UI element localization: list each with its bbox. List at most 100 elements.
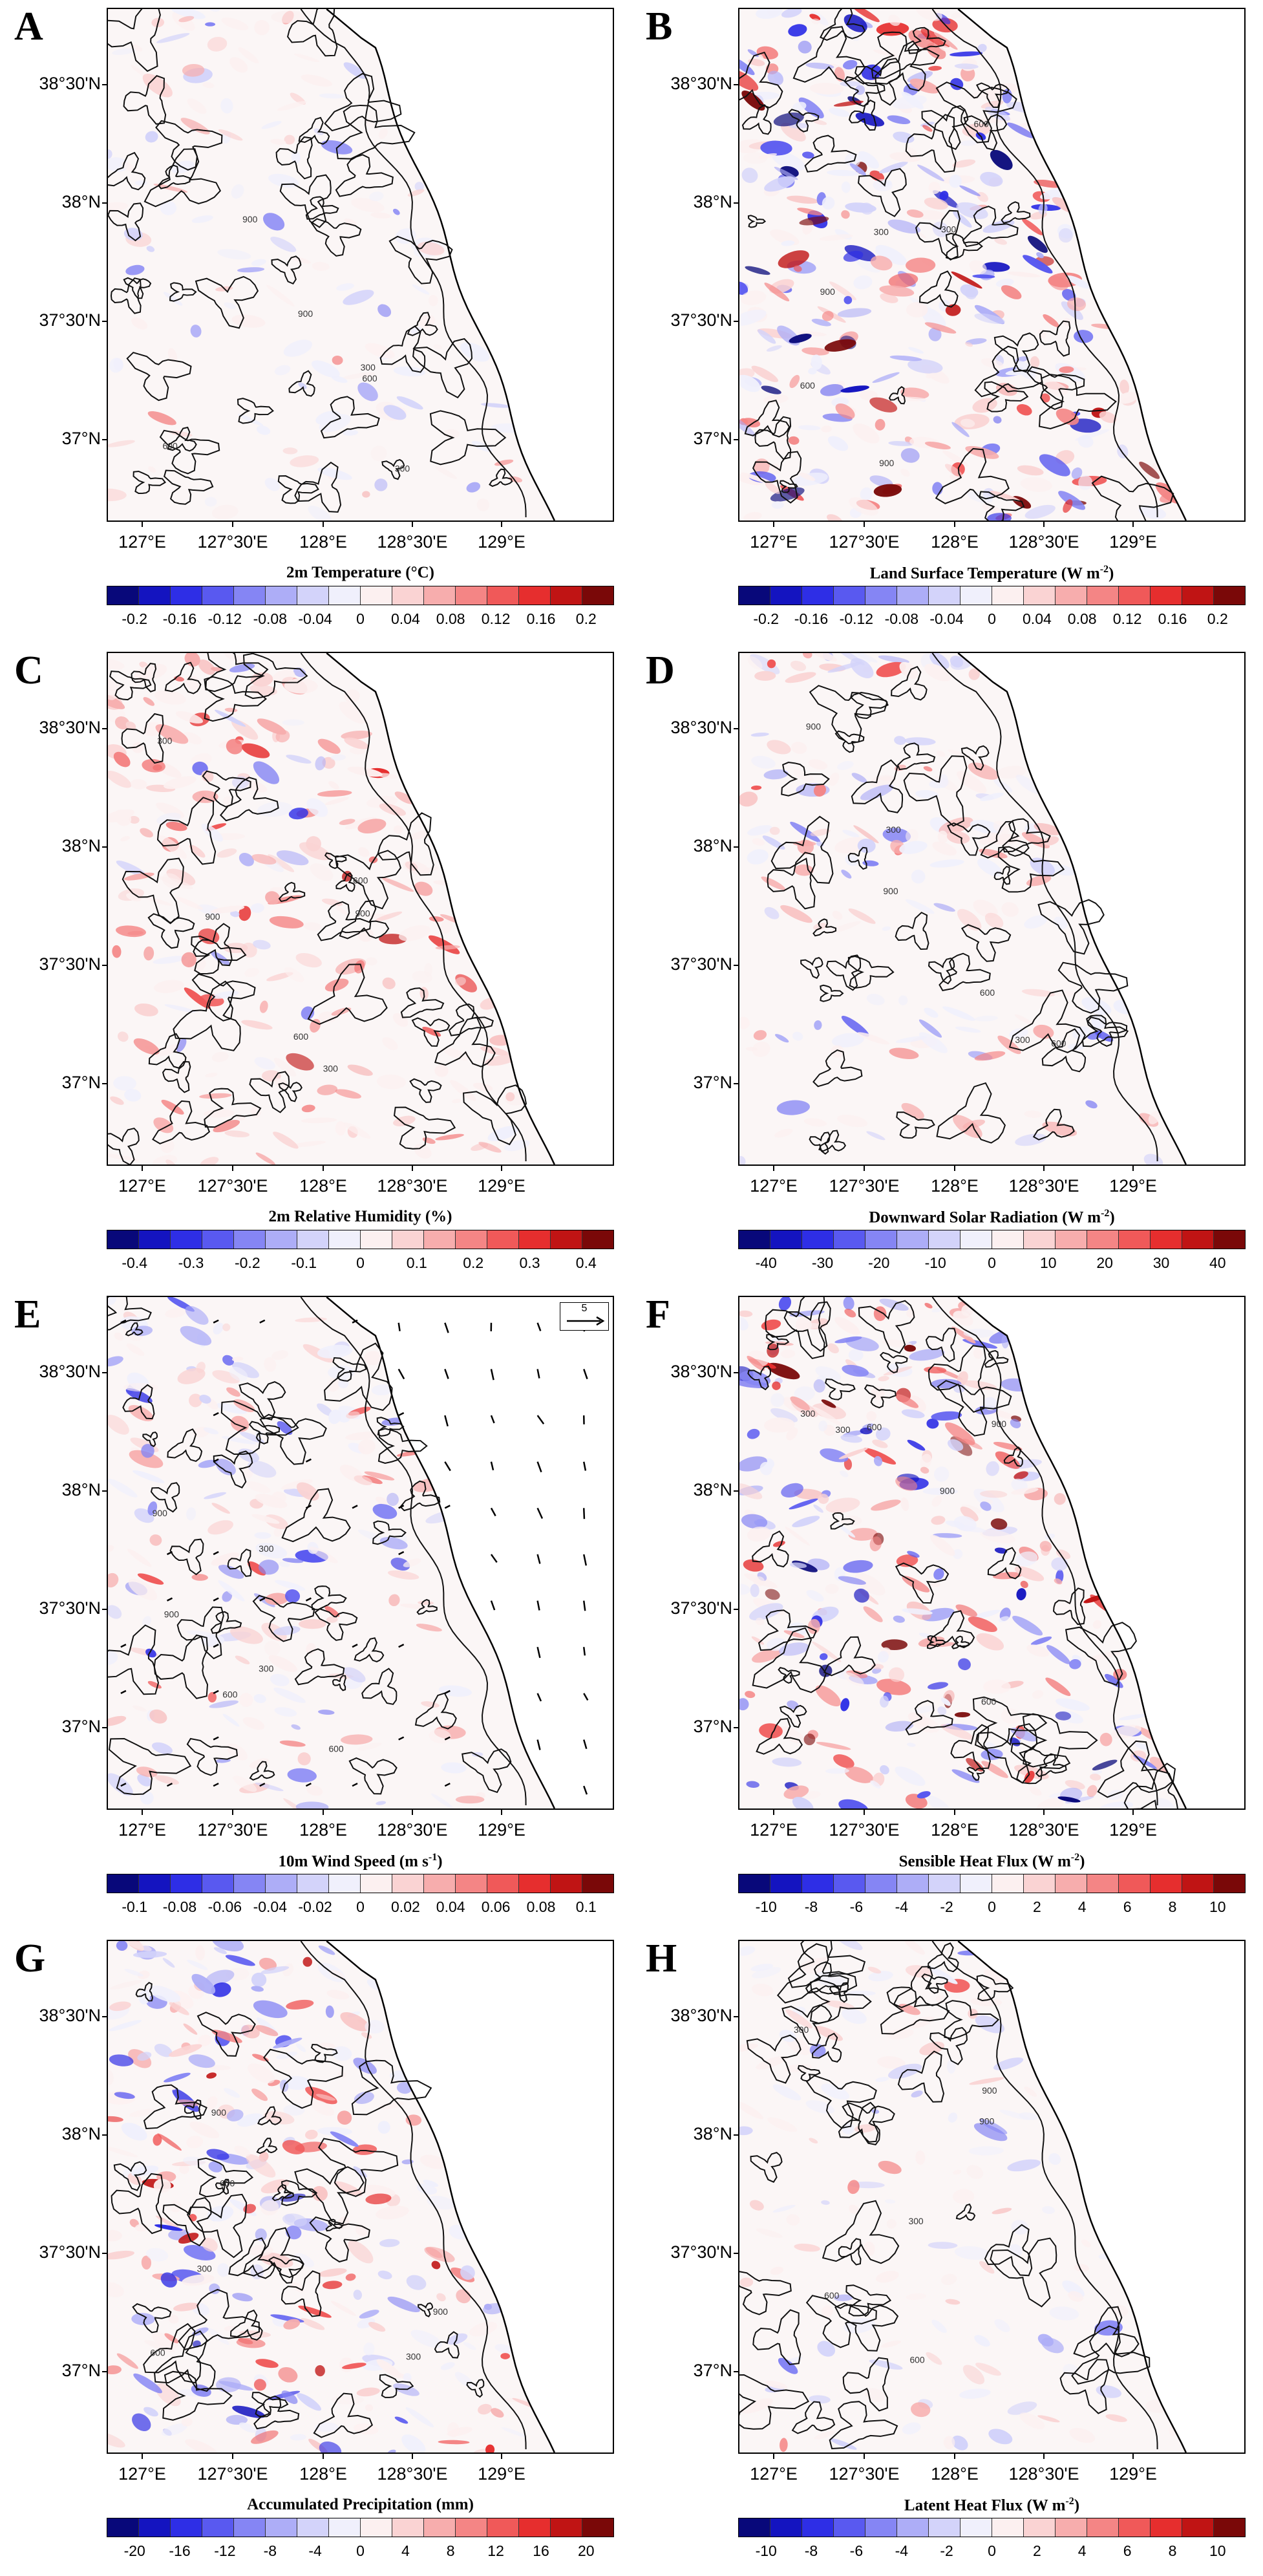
colorbar-tick-label: 0 [988,2542,996,2559]
lat-label: 38°N [61,2124,101,2143]
colorbar-tick-label: 0.08 [1067,610,1097,627]
colorbar-segment [802,2518,834,2537]
lat-label: 38°N [693,2124,732,2143]
contour-label: 600 [800,380,815,391]
colorbar-segment [1119,2518,1151,2537]
colorbar-segment [929,2518,961,2537]
colorbar-segment [266,1874,297,1893]
lat-label: 38°30'N [670,1362,732,1381]
colorbar-segment [456,1230,487,1249]
wind-vector [536,1693,542,1702]
contour-label: 300 [874,227,889,237]
colorbar [738,586,1246,605]
colorbar-tick-label: 4 [1077,1898,1087,1915]
colorbar-segment [739,586,770,605]
colorbar-segment [834,1230,865,1249]
colorbar-tick-label: 20 [578,2542,595,2559]
lon-tick [864,1810,865,1815]
colorbar-tick-label: -0.08 [253,610,288,627]
colorbar-segment [770,586,802,605]
colorbar-tick-label: -0.3 [178,1254,204,1271]
colorbar-title: Accumulated Precipitation (mm) [107,2496,614,2514]
lon-tick [1043,1810,1045,1815]
wind-vector [398,1411,405,1417]
colorbar-segment [487,1230,519,1249]
colorbar-segment [392,586,424,605]
colorbar-tick-label: 0.1 [406,1254,427,1271]
wind-vector [213,1644,219,1648]
colorbar-tick-label: 0.02 [391,1898,420,1915]
colorbar-segment [961,586,992,605]
colorbar-segment [802,1874,834,1893]
lon-label: 129°E [1109,1176,1157,1196]
colorbar-tick-label: -0.06 [207,1898,242,1915]
colorbar-segment [1214,2518,1245,2537]
contour-label: 600 [362,373,377,383]
colorbar-title-exponent: -2 [1065,2496,1074,2507]
wind-vector [536,1322,542,1331]
colorbar-segment [1024,2518,1056,2537]
contour-label: 600 [981,1697,996,1707]
colorbar-title: Sensible Heat Flux (W m-2) [738,1852,1246,1871]
colorbar-segment [329,1874,361,1893]
lon-label: 129°E [1109,2464,1157,2484]
colorbar-segment [297,586,329,605]
contour-label: 900 [806,721,821,731]
colorbar-tick-label: -2 [940,2542,953,2559]
colorbar-segment [171,1874,202,1893]
lat-label: 38°N [61,1480,101,1499]
contour-label: 300 [941,224,956,235]
colorbar-tick-label: -0.04 [929,610,964,627]
lat-tick [734,1490,738,1492]
colorbar-tick-label: -0.16 [794,610,829,627]
colorbar-segment [234,1230,266,1249]
wind-vector [305,1458,312,1463]
lon-label: 128°E [299,1176,347,1196]
colorbar-segment [1119,1230,1151,1249]
colorbar-title: 10m Wind Speed (m s-1) [107,1852,614,1871]
wind-reference-value: 5 [581,1303,588,1314]
lat-label: 38°N [61,836,101,855]
lon-label: 127°E [750,1176,798,1196]
lon-label: 128°30'E [1008,1176,1079,1196]
wind-vector [352,1644,358,1648]
colorbar-title-exponent: -2 [1101,1208,1110,1219]
colorbar-tick-label: 2 [1032,2542,1041,2559]
colorbar-tick-label: 8 [1168,2542,1177,2559]
lat-label: 38°N [61,192,101,211]
wind-vector [536,1600,540,1611]
lat-label: 37°30'N [39,1598,101,1618]
lon-label: 129°E [478,532,525,552]
wind-vector [444,1505,451,1509]
colorbar-segment [1182,1874,1214,1893]
colorbar [738,1874,1246,1893]
wind-vector [305,1505,312,1509]
colorbar-segment [234,1874,266,1893]
colorbar-segment [139,2518,171,2537]
lon-label: 128°30'E [1008,1820,1079,1840]
colorbar-segment [266,586,297,605]
colorbar-segment [770,1230,802,1249]
contour-label: 600 [163,441,178,451]
wind-vector [305,1783,312,1787]
colorbar-segment [1182,1230,1214,1249]
lat-tick [102,728,107,729]
panel-d: D 300 600 900 300 600 900 38°30'N 38°N 37°30'N 37°… [632,644,1263,1288]
contour-label: 900 [355,908,370,918]
colorbar-title-text: 2m Temperature (°C) [286,564,434,581]
wind-vector [166,1551,173,1556]
contour-label: 600 [909,2354,924,2365]
lat-tick [734,728,738,729]
lon-tick [1132,1166,1134,1171]
colorbar-title: 2m Temperature (°C) [107,564,614,582]
contour-label: 900 [979,2116,994,2127]
lat-label: 37°N [693,1073,732,1092]
lon-tick [954,522,955,527]
lon-label: 127°30'E [829,2464,900,2484]
colorbar-segment [865,2518,897,2537]
colorbar-tick-label: -0.04 [298,610,332,627]
contour-label: 600 [1051,1038,1066,1049]
colorbar-tick-label: -8 [804,1898,818,1915]
lon-tick [142,1166,143,1171]
lat-tick [102,2253,107,2254]
